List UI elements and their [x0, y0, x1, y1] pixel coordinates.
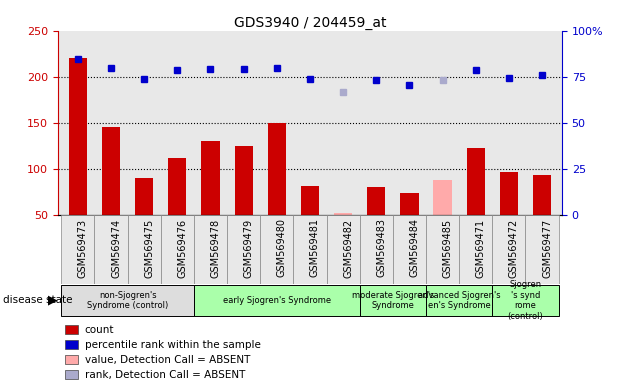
Bar: [525, 215, 559, 284]
Bar: [94, 215, 128, 284]
Text: GSM569476: GSM569476: [177, 218, 187, 278]
Bar: [500, 172, 518, 261]
Bar: [234, 146, 253, 261]
Bar: [102, 127, 120, 261]
Bar: [65, 355, 79, 364]
Text: GSM569485: GSM569485: [443, 218, 452, 278]
Bar: [459, 215, 492, 284]
Text: value, Detection Call = ABSENT: value, Detection Call = ABSENT: [84, 355, 250, 365]
Bar: [202, 141, 220, 261]
Text: GSM569472: GSM569472: [509, 218, 519, 278]
Bar: [65, 340, 79, 349]
Text: early Sjogren's Syndrome: early Sjogren's Syndrome: [223, 296, 331, 305]
Bar: [168, 158, 186, 261]
Bar: [533, 175, 551, 261]
Text: ▶: ▶: [47, 294, 57, 307]
Text: GSM569475: GSM569475: [144, 218, 154, 278]
Text: GSM569473: GSM569473: [78, 218, 88, 278]
Text: GSM569484: GSM569484: [410, 218, 420, 278]
Bar: [294, 215, 326, 284]
Bar: [334, 213, 352, 261]
Bar: [492, 285, 559, 316]
Bar: [65, 325, 79, 334]
Bar: [128, 215, 161, 284]
Bar: [426, 215, 459, 284]
Bar: [492, 215, 525, 284]
Text: non-Sjogren's
Syndrome (control): non-Sjogren's Syndrome (control): [87, 291, 168, 310]
Text: GSM569478: GSM569478: [210, 218, 220, 278]
Bar: [69, 58, 87, 261]
Bar: [135, 178, 153, 261]
Bar: [433, 180, 452, 261]
Text: GSM569482: GSM569482: [343, 218, 353, 278]
Text: disease state: disease state: [3, 295, 72, 305]
Bar: [61, 215, 94, 284]
Text: Sjogren
's synd
rome
(control): Sjogren 's synd rome (control): [508, 280, 543, 321]
Bar: [400, 193, 418, 261]
Text: percentile rank within the sample: percentile rank within the sample: [84, 340, 260, 350]
Bar: [326, 215, 360, 284]
Text: GSM569480: GSM569480: [277, 218, 287, 278]
Text: advanced Sjogren's
en's Syndrome: advanced Sjogren's en's Syndrome: [418, 291, 500, 310]
Text: GSM569474: GSM569474: [111, 218, 121, 278]
Text: GSM569471: GSM569471: [476, 218, 486, 278]
Text: GSM569479: GSM569479: [244, 218, 254, 278]
Text: GSM569483: GSM569483: [376, 218, 386, 278]
Bar: [194, 215, 227, 284]
Bar: [161, 215, 194, 284]
Text: GSM569481: GSM569481: [310, 218, 320, 278]
Text: rank, Detection Call = ABSENT: rank, Detection Call = ABSENT: [84, 370, 245, 380]
Bar: [426, 285, 492, 316]
Bar: [367, 187, 386, 261]
Bar: [393, 215, 426, 284]
Bar: [360, 215, 393, 284]
Bar: [227, 215, 260, 284]
Bar: [61, 285, 194, 316]
Bar: [260, 215, 294, 284]
Text: moderate Sjogren's
Syndrome: moderate Sjogren's Syndrome: [352, 291, 434, 310]
Bar: [65, 370, 79, 379]
Bar: [194, 285, 360, 316]
Bar: [467, 148, 485, 261]
Text: GSM569477: GSM569477: [542, 218, 552, 278]
Text: count: count: [84, 325, 114, 335]
Bar: [360, 285, 426, 316]
Bar: [301, 185, 319, 261]
Title: GDS3940 / 204459_at: GDS3940 / 204459_at: [234, 16, 386, 30]
Bar: [268, 123, 286, 261]
